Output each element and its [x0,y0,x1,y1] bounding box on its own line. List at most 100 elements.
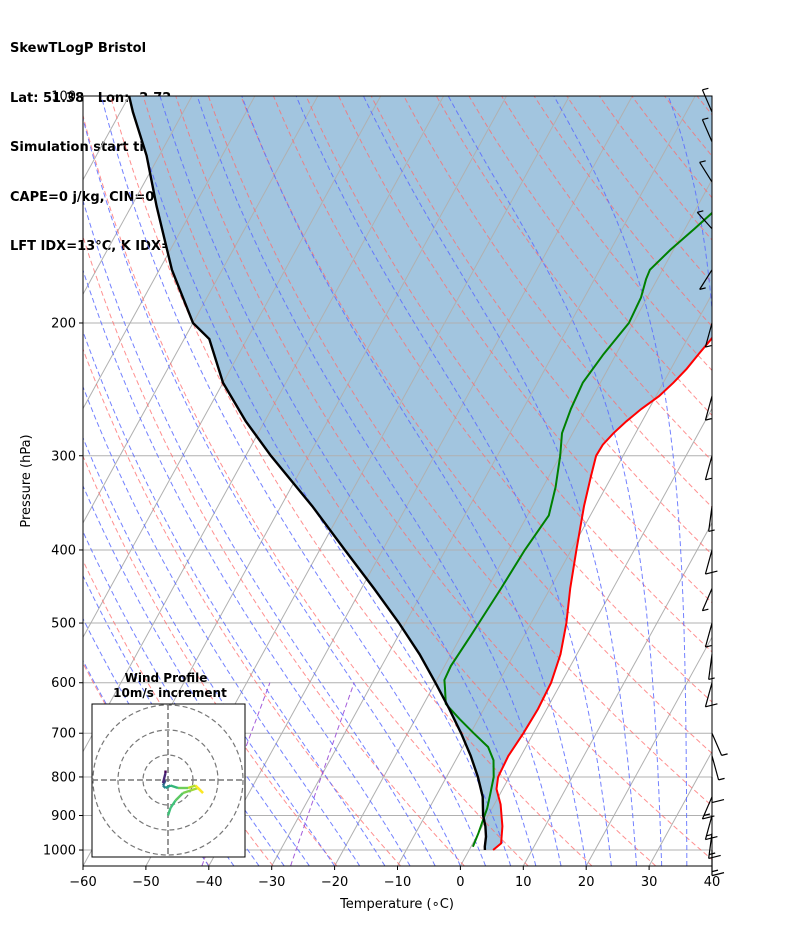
dry-adiabat-line [730,96,794,866]
barb-half-flag [705,418,712,421]
isotherm-line [83,96,382,639]
barb-half-flag [708,529,715,533]
dry-adiabat-line [240,96,712,755]
cin-shaded-area [129,96,712,850]
moist-adiabat-line [83,530,285,866]
moist-adiabat-line [127,96,512,866]
wind-barb [711,776,725,804]
y-tick-label: 100 [51,90,76,105]
barb-half-flag [708,677,715,681]
barb-half-flag [721,753,728,756]
dry-adiabat-line [207,96,712,807]
moist-adiabat-line [83,484,310,866]
wind-barb [701,117,713,143]
dewpoint-line [443,211,712,848]
barb-flag [711,872,725,877]
barb-staff [708,654,713,680]
x-tick-label: −30 [258,875,285,890]
isotherm-line [83,96,193,296]
background-lines [0,96,794,866]
dry-adiabat-line [468,96,712,417]
hodograph-segment [164,784,172,790]
moist-adiabat-line [83,436,336,866]
x-tick-label: −20 [321,875,348,890]
barb-flag [711,798,725,804]
hodograph-segment [169,799,177,809]
barb-staff [701,588,713,611]
barb-staff [711,755,720,781]
parcel-line [127,96,488,851]
wind-barb [704,549,718,575]
dry-adiabat-line [175,96,712,861]
hodograph-segment [174,792,184,802]
x-tick-label: −50 [132,875,159,890]
wind-barb [704,622,713,648]
y-axis-label: Pressure (hPa) [19,434,34,527]
wind-barb [708,506,715,533]
moist-adiabat-line [83,268,411,866]
barb-staff [704,395,713,421]
wind-barb [711,755,725,781]
isotherm-line [585,636,712,866]
hodograph-segment [194,784,204,794]
x-tick-label: 10 [515,875,532,890]
barb-half-flag [705,477,712,481]
barb-staff [711,732,723,756]
isotherm-line [711,864,712,866]
y-tick-label: 300 [51,449,76,464]
inset-subtitle: 10m/s increment [113,686,227,700]
isotherm-line [397,293,712,866]
isotherm-line [0,96,3,866]
barb-staff [704,682,713,707]
barb-staff [701,89,713,113]
x-tick-label: −40 [195,875,222,890]
moist-adiabat-line [83,199,436,866]
hodograph-segment [170,784,179,790]
barb-flag [705,703,718,708]
barb-staff [699,269,713,290]
barb-half-flag [711,869,719,873]
wind-barb [711,732,728,756]
inset-content [92,704,245,857]
temperature-line [492,336,712,851]
barb-staff [704,815,713,840]
moist-adiabat-line [295,96,612,866]
dry-adiabat-line [83,113,529,866]
wind-barb [708,654,715,681]
isotherm-line [459,407,712,866]
chart-title: SkewTLogP Bristol [10,41,147,56]
wind-barb [696,210,713,230]
barb-half-flag [702,117,709,121]
barb-flag [705,835,718,841]
dry-adiabat-line [83,235,465,866]
moist-adiabat-line [83,385,361,866]
barb-staff [704,322,713,348]
isotherm-line [83,96,256,410]
barb-staff [699,161,713,183]
dry-adiabat-line [110,96,593,866]
moist-adiabat-line [362,96,637,866]
barb-half-flag [705,344,712,348]
barb-staff [701,119,713,143]
y-tick-label: 600 [51,676,76,691]
wind-barb [704,682,718,708]
profile-lines [127,96,712,851]
moist-adiabat-line [83,116,461,866]
barb-staff [704,549,713,575]
barb-flag [708,854,721,860]
barb-half-flag [702,608,709,612]
dry-adiabat-line [598,96,712,241]
dry-adiabat-line [305,96,712,653]
barb-half-flag [697,210,704,213]
barb-staff [704,622,713,648]
wind-barb [701,87,713,113]
moist-adiabat-line [196,96,562,866]
mixing-ratio-line [290,682,355,866]
x-axis-label: Temperature (∘C) [339,897,454,912]
hodograph-segment [182,789,191,795]
isotherm-line [83,96,319,524]
wind-barb [704,395,713,421]
y-tick-label: 500 [51,617,76,632]
